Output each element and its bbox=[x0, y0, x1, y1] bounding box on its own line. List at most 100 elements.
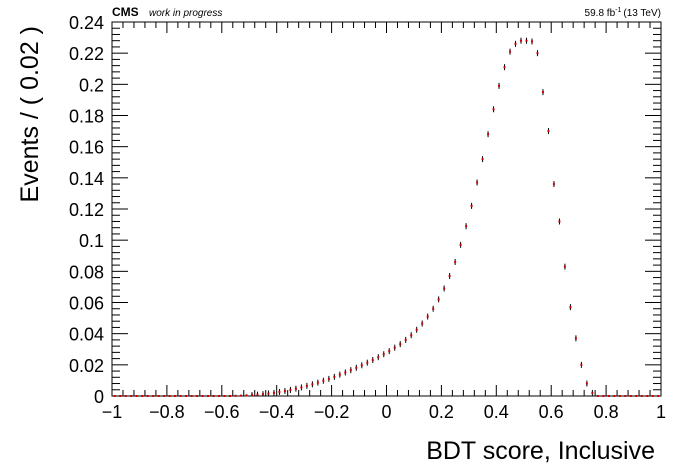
data-point bbox=[152, 395, 155, 397]
data-point bbox=[514, 42, 517, 45]
data-point bbox=[218, 395, 221, 397]
data-point bbox=[465, 225, 468, 228]
data-point bbox=[657, 395, 660, 397]
data-point bbox=[256, 393, 259, 396]
data-point bbox=[530, 40, 533, 43]
data-point bbox=[338, 373, 341, 376]
data-point bbox=[300, 386, 303, 389]
plot-frame bbox=[111, 21, 662, 397]
x-tick-label: −0.6 bbox=[204, 402, 240, 422]
data-point bbox=[283, 390, 286, 393]
data-point bbox=[168, 395, 171, 397]
data-point bbox=[174, 395, 177, 397]
data-point bbox=[305, 384, 308, 387]
y-tick-label: 0.02 bbox=[69, 356, 104, 376]
data-point bbox=[552, 183, 555, 186]
data-point bbox=[525, 39, 528, 42]
data-points bbox=[113, 39, 660, 397]
data-point bbox=[223, 395, 226, 397]
data-point bbox=[585, 382, 588, 385]
data-point bbox=[596, 395, 599, 397]
y-tick-label: 0.04 bbox=[69, 325, 104, 345]
data-point bbox=[399, 343, 402, 346]
data-point bbox=[547, 130, 550, 133]
x-axis-ticks: −1 −0.8 −0.6 −0.4 −0.2 0 0.2 0.4 0.6 0.8 1 bbox=[102, 22, 666, 422]
data-point bbox=[316, 381, 319, 384]
y-axis-ticks: 0 0.02 0.04 0.06 0.08 0.1 0.12 0.14 0.16 0.18 0.2 0… bbox=[69, 13, 661, 407]
y-tick-label: 0.14 bbox=[69, 169, 104, 189]
data-point bbox=[443, 287, 446, 290]
x-tick-label: −1 bbox=[102, 402, 123, 422]
x-tick-label: 0.8 bbox=[594, 402, 619, 422]
data-point bbox=[355, 366, 358, 369]
data-point bbox=[207, 395, 210, 397]
data-point bbox=[602, 395, 605, 397]
data-point bbox=[119, 395, 122, 397]
data-point bbox=[410, 334, 413, 337]
y-tick-label: 0.24 bbox=[69, 13, 104, 33]
data-point bbox=[185, 395, 188, 397]
data-point bbox=[503, 66, 506, 69]
data-point bbox=[371, 359, 374, 362]
data-point bbox=[240, 394, 243, 397]
data-point bbox=[179, 395, 182, 397]
luminosity-value: 59.8 fb bbox=[585, 8, 616, 19]
x-tick-label: −0.8 bbox=[149, 402, 185, 422]
x-axis-title: BDT score, Inclusive bbox=[426, 437, 655, 465]
data-point bbox=[130, 395, 133, 397]
data-point bbox=[541, 91, 544, 94]
data-point bbox=[421, 322, 424, 325]
y-tick-label: 0.18 bbox=[69, 107, 104, 127]
x-tick-label: 0.6 bbox=[539, 402, 564, 422]
data-point bbox=[294, 387, 297, 390]
data-point bbox=[563, 265, 566, 268]
x-tick-label: 0 bbox=[381, 402, 391, 422]
data-point bbox=[629, 395, 632, 397]
x-tick-label: 0.2 bbox=[429, 402, 454, 422]
data-point bbox=[322, 379, 325, 382]
error-bars bbox=[114, 37, 659, 396]
data-point bbox=[569, 306, 572, 309]
data-point bbox=[124, 395, 127, 397]
data-point bbox=[250, 394, 253, 397]
data-point bbox=[459, 243, 462, 246]
data-point bbox=[190, 395, 193, 397]
data-point bbox=[229, 395, 232, 397]
data-point bbox=[196, 395, 199, 397]
experiment-label: CMS bbox=[112, 5, 139, 19]
data-point bbox=[481, 158, 484, 161]
data-point bbox=[113, 395, 116, 397]
data-point bbox=[311, 383, 314, 386]
data-point bbox=[432, 307, 435, 310]
data-point bbox=[245, 394, 248, 397]
data-point bbox=[157, 395, 160, 397]
data-point bbox=[454, 260, 457, 263]
data-point bbox=[272, 391, 275, 394]
data-point bbox=[520, 39, 523, 42]
data-point bbox=[135, 395, 138, 397]
data-point bbox=[344, 371, 347, 374]
data-point bbox=[141, 395, 144, 397]
data-point bbox=[607, 395, 610, 397]
y-tick-label: 0.12 bbox=[69, 200, 104, 220]
luminosity-label: 59.8 fb-1 (13 TeV) bbox=[585, 7, 661, 19]
data-point bbox=[536, 52, 539, 55]
x-tick-label: 1 bbox=[656, 402, 666, 422]
data-point bbox=[640, 395, 643, 397]
data-point bbox=[476, 181, 479, 184]
data-point bbox=[574, 337, 577, 340]
data-point bbox=[437, 298, 440, 301]
data-point bbox=[613, 395, 616, 397]
data-point bbox=[366, 361, 369, 364]
data-point bbox=[646, 395, 649, 397]
data-point bbox=[651, 395, 654, 397]
data-point bbox=[393, 346, 396, 349]
data-point bbox=[558, 220, 561, 223]
y-tick-label: 0.16 bbox=[69, 138, 104, 158]
x-tick-label: −0.4 bbox=[259, 402, 295, 422]
data-point bbox=[580, 363, 583, 366]
data-point bbox=[234, 394, 237, 397]
data-point bbox=[349, 369, 352, 372]
y-axis-title: Events / ( 0.02 ) bbox=[16, 26, 44, 202]
x-tick-label: −0.2 bbox=[314, 402, 350, 422]
